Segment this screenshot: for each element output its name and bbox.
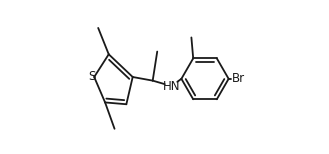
Text: HN: HN (163, 80, 180, 93)
Text: Br: Br (232, 72, 245, 85)
Text: S: S (89, 70, 96, 83)
